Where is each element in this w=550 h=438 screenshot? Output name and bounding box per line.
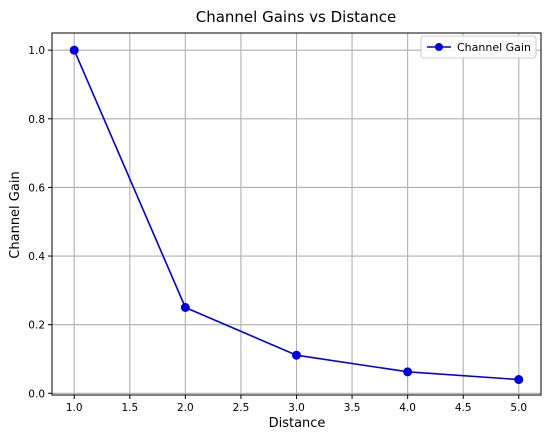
legend-marker (435, 43, 443, 51)
legend-label: Channel Gain (457, 41, 531, 54)
y-tick-label: 0.4 (28, 251, 45, 263)
x-tick-label: 2.0 (177, 402, 194, 414)
y-axis-label: Channel Gain (8, 171, 23, 258)
x-tick-label: 2.5 (233, 402, 250, 414)
data-point (514, 375, 524, 385)
y-axis-ticks: 0.0 0.2 0.4 0.6 0.8 1.0 (28, 45, 52, 400)
y-tick-label: 0.8 (28, 114, 45, 126)
data-point (292, 350, 301, 360)
x-tick-label: 3.5 (344, 402, 361, 414)
x-axis-label: Distance (269, 416, 326, 431)
series-layer (69, 45, 524, 385)
x-tick-label: 1.5 (121, 402, 138, 414)
y-tick-label: 0.6 (28, 182, 45, 194)
legend-box (420, 35, 537, 59)
grid (52, 33, 541, 395)
data-point (403, 367, 413, 377)
x-tick-label: 5.0 (510, 402, 527, 414)
x-tick-label: 4.0 (399, 402, 416, 414)
x-tick-label: 3.0 (288, 402, 305, 414)
chart-title: Channel Gains vs Distance (196, 8, 396, 26)
data-point (69, 45, 79, 55)
y-tick-label: 1.0 (28, 45, 45, 57)
x-tick-label: 4.5 (455, 402, 472, 414)
x-axis-ticks: 1.0 1.5 2.0 2.5 3.0 3.5 4.0 4.5 5.0 (66, 395, 527, 414)
y-tick-label: 0.2 (28, 320, 45, 332)
y-tick-label: 0.0 (28, 388, 45, 400)
x-tick-label: 1.0 (66, 402, 83, 414)
data-point (180, 303, 190, 313)
legend: Channel Gain (420, 35, 537, 59)
